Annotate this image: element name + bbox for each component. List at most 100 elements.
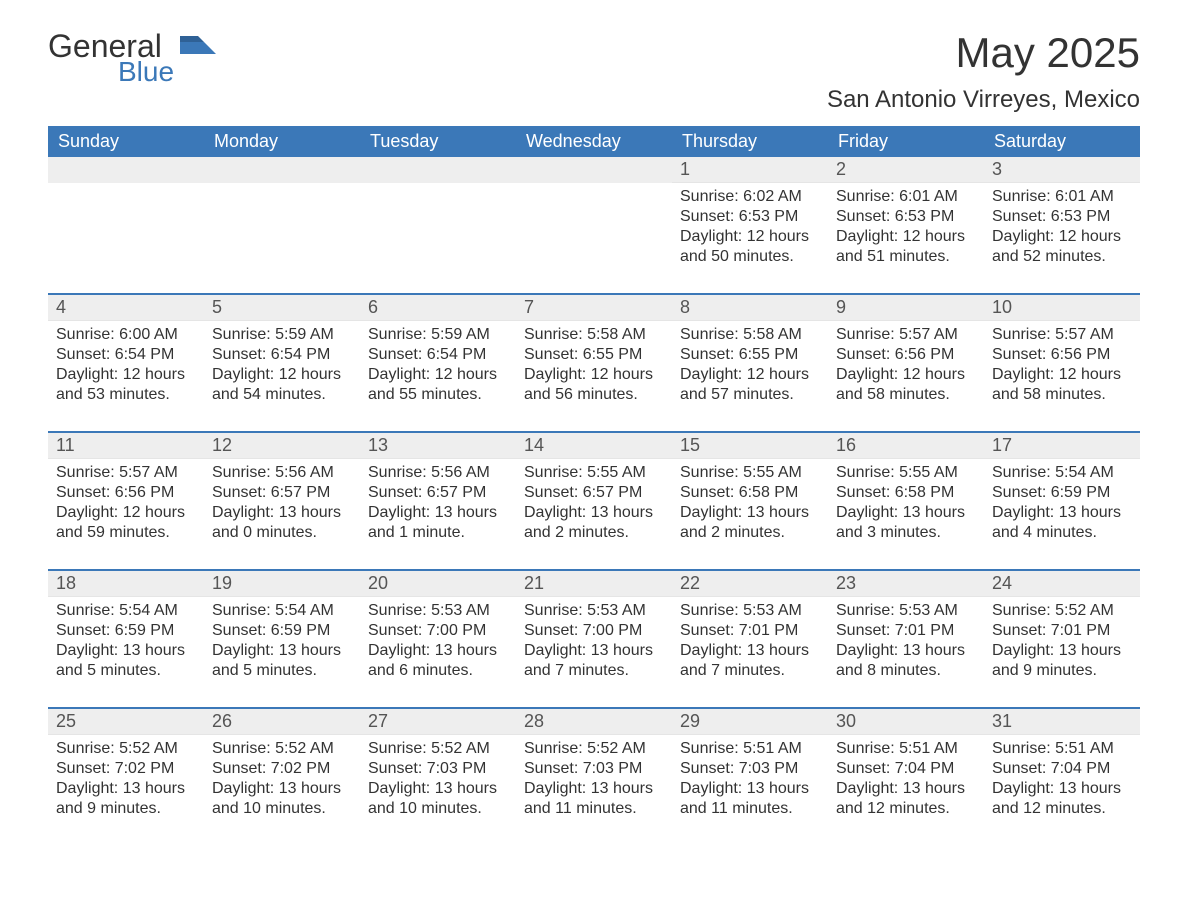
sunset-line: Sunset: 6:54 PM: [56, 345, 196, 365]
sunset-line: Sunset: 7:03 PM: [680, 759, 820, 779]
sunset-line: Sunset: 6:55 PM: [524, 345, 664, 365]
daylight-line: Daylight: 13 hours and 12 minutes.: [836, 779, 976, 819]
day-details: Sunrise: 5:52 AMSunset: 7:03 PMDaylight:…: [360, 735, 516, 825]
calendar-week: 4Sunrise: 6:00 AMSunset: 6:54 PMDaylight…: [48, 293, 1140, 431]
sunrise-line: Sunrise: 5:53 AM: [680, 601, 820, 621]
daylight-line: Daylight: 13 hours and 7 minutes.: [680, 641, 820, 681]
day-number: 28: [516, 709, 672, 735]
daylight-line: Daylight: 12 hours and 57 minutes.: [680, 365, 820, 405]
sunrise-line: Sunrise: 5:57 AM: [56, 463, 196, 483]
day-number-empty: [516, 157, 672, 183]
calendar-day: [204, 157, 360, 293]
sunrise-line: Sunrise: 5:58 AM: [680, 325, 820, 345]
sunrise-line: Sunrise: 5:52 AM: [992, 601, 1132, 621]
sunset-line: Sunset: 7:03 PM: [368, 759, 508, 779]
day-number: 26: [204, 709, 360, 735]
sunrise-line: Sunrise: 5:55 AM: [680, 463, 820, 483]
calendar-day: 26 Sunrise: 5:52 AMSunset: 7:02 PMDayligh…: [204, 709, 360, 845]
calendar-week: 1Sunrise: 6:02 AMSunset: 6:53 PMDaylight…: [48, 157, 1140, 293]
sunset-line: Sunset: 6:53 PM: [680, 207, 820, 227]
sunrise-line: Sunrise: 6:02 AM: [680, 187, 820, 207]
sunset-line: Sunset: 6:59 PM: [212, 621, 352, 641]
calendar-day: 13Sunrise: 5:56 AMSunset: 6:57 PMDayligh…: [360, 433, 516, 569]
sunset-line: Sunset: 7:00 PM: [368, 621, 508, 641]
sunset-line: Sunset: 7:02 PM: [56, 759, 196, 779]
location-label: San Antonio Virreyes, Mexico: [827, 86, 1140, 114]
calendar-day: 21Sunrise: 5:53 AMSunset: 7:00 PMDayligh…: [516, 571, 672, 707]
sunrise-line: Sunrise: 5:53 AM: [836, 601, 976, 621]
sunset-line: Sunset: 6:58 PM: [680, 483, 820, 503]
calendar-day: 18Sunrise: 5:54 AMSunset: 6:59 PMDayligh…: [48, 571, 204, 707]
calendar-day: 7Sunrise: 5:58 AMSunset: 6:55 PMDaylight…: [516, 295, 672, 431]
day-details: Sunrise: 5:56 AMSunset: 6:57 PMDaylight:…: [204, 459, 360, 549]
sunset-line: Sunset: 6:57 PM: [212, 483, 352, 503]
sunset-line: Sunset: 7:02 PM: [212, 759, 352, 779]
day-details: Sunrise: 5:55 AMSunset: 6:57 PMDaylight:…: [516, 459, 672, 549]
day-number: 20: [360, 571, 516, 597]
sunset-line: Sunset: 6:54 PM: [368, 345, 508, 365]
page-header: General Blue May 2025 San Antonio Virrey…: [48, 30, 1140, 114]
day-details: Sunrise: 5:54 AMSunset: 6:59 PMDaylight:…: [984, 459, 1140, 549]
sunrise-line: Sunrise: 5:54 AM: [56, 601, 196, 621]
daylight-line: Daylight: 12 hours and 59 minutes.: [56, 503, 196, 543]
brand-word-blue: Blue: [118, 58, 174, 86]
day-number: 13: [360, 433, 516, 459]
daylight-line: Daylight: 13 hours and 10 minutes.: [368, 779, 508, 819]
calendar-day: 2Sunrise: 6:01 AMSunset: 6:53 PMDaylight…: [828, 157, 984, 293]
calendar-weeks: 1Sunrise: 6:02 AMSunset: 6:53 PMDaylight…: [48, 157, 1140, 845]
day-details: Sunrise: 5:52 AMSunset: 7:02 PMDaylight:…: [48, 735, 204, 825]
sunrise-line: Sunrise: 5:58 AM: [524, 325, 664, 345]
day-details: Sunrise: 5:52 AMSunset: 7:03 PMDaylight:…: [516, 735, 672, 825]
day-details: Sunrise: 6:01 AMSunset: 6:53 PMDaylight:…: [984, 183, 1140, 273]
daylight-line: Daylight: 13 hours and 0 minutes.: [212, 503, 352, 543]
day-details: Sunrise: 5:54 AMSunset: 6:59 PMDaylight:…: [48, 597, 204, 687]
daylight-line: Daylight: 13 hours and 9 minutes.: [992, 641, 1132, 681]
day-number: 21: [516, 571, 672, 597]
sunset-line: Sunset: 6:56 PM: [56, 483, 196, 503]
sunset-line: Sunset: 7:01 PM: [992, 621, 1132, 641]
flag-icon: [180, 36, 216, 67]
calendar-day: 31Sunrise: 5:51 AMSunset: 7:04 PMDayligh…: [984, 709, 1140, 845]
daylight-line: Daylight: 12 hours and 52 minutes.: [992, 227, 1132, 267]
sunrise-line: Sunrise: 5:52 AM: [212, 739, 352, 759]
calendar-day: 3Sunrise: 6:01 AMSunset: 6:53 PMDaylight…: [984, 157, 1140, 293]
sunrise-line: Sunrise: 5:53 AM: [524, 601, 664, 621]
daylight-line: Daylight: 12 hours and 54 minutes.: [212, 365, 352, 405]
day-number: 9: [828, 295, 984, 321]
calendar-day: 5Sunrise: 5:59 AMSunset: 6:54 PMDaylight…: [204, 295, 360, 431]
sunset-line: Sunset: 6:53 PM: [992, 207, 1132, 227]
day-details: Sunrise: 5:55 AMSunset: 6:58 PMDaylight:…: [828, 459, 984, 549]
day-details: Sunrise: 5:51 AMSunset: 7:03 PMDaylight:…: [672, 735, 828, 825]
day-number: 6: [360, 295, 516, 321]
sunrise-line: Sunrise: 6:01 AM: [992, 187, 1132, 207]
calendar-day: 10Sunrise: 5:57 AMSunset: 6:56 PMDayligh…: [984, 295, 1140, 431]
daylight-line: Daylight: 13 hours and 3 minutes.: [836, 503, 976, 543]
day-number: 19: [204, 571, 360, 597]
calendar-day: 9Sunrise: 5:57 AMSunset: 6:56 PMDaylight…: [828, 295, 984, 431]
calendar-day: 8Sunrise: 5:58 AMSunset: 6:55 PMDaylight…: [672, 295, 828, 431]
sunrise-line: Sunrise: 6:01 AM: [836, 187, 976, 207]
day-number: 14: [516, 433, 672, 459]
daylight-line: Daylight: 12 hours and 58 minutes.: [836, 365, 976, 405]
daylight-line: Daylight: 13 hours and 12 minutes.: [992, 779, 1132, 819]
day-number: 31: [984, 709, 1140, 735]
calendar-day: 22Sunrise: 5:53 AMSunset: 7:01 PMDayligh…: [672, 571, 828, 707]
day-number: 4: [48, 295, 204, 321]
day-number: 8: [672, 295, 828, 321]
day-details: Sunrise: 5:57 AMSunset: 6:56 PMDaylight:…: [48, 459, 204, 549]
calendar-day: [360, 157, 516, 293]
daylight-line: Daylight: 12 hours and 53 minutes.: [56, 365, 196, 405]
daylight-line: Daylight: 13 hours and 10 minutes.: [212, 779, 352, 819]
daylight-line: Daylight: 13 hours and 5 minutes.: [56, 641, 196, 681]
day-number: 27: [360, 709, 516, 735]
calendar-day: [48, 157, 204, 293]
calendar-day: 15Sunrise: 5:55 AMSunset: 6:58 PMDayligh…: [672, 433, 828, 569]
sunrise-line: Sunrise: 5:54 AM: [992, 463, 1132, 483]
sunset-line: Sunset: 7:01 PM: [680, 621, 820, 641]
daylight-line: Daylight: 13 hours and 2 minutes.: [524, 503, 664, 543]
daylight-line: Daylight: 13 hours and 11 minutes.: [680, 779, 820, 819]
day-number: 30: [828, 709, 984, 735]
title-block: May 2025 San Antonio Virreyes, Mexico: [827, 30, 1140, 114]
day-details: Sunrise: 6:00 AMSunset: 6:54 PMDaylight:…: [48, 321, 204, 411]
day-number: 25: [48, 709, 204, 735]
